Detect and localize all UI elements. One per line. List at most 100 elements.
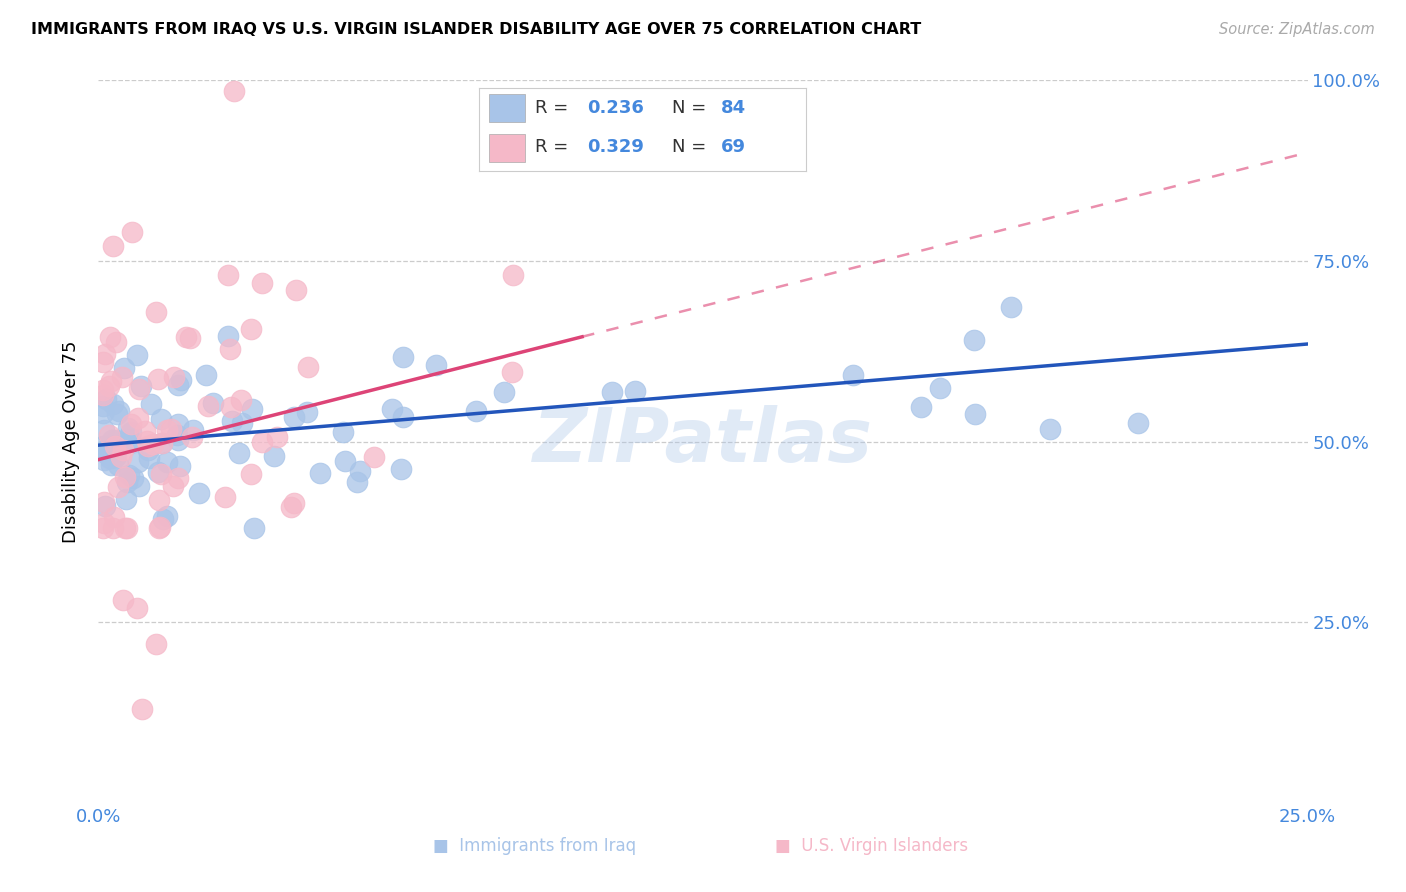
Point bbox=[928, 381, 950, 395]
Point bbox=[363, 450, 385, 464]
Point bbox=[141, 397, 163, 411]
Point bbox=[228, 446, 250, 460]
Point bbox=[98, 329, 121, 343]
Point bbox=[121, 225, 143, 239]
Point bbox=[107, 458, 129, 472]
Point bbox=[103, 440, 125, 454]
Point bbox=[169, 459, 191, 474]
Point bbox=[297, 404, 319, 418]
Point bbox=[167, 377, 190, 392]
Point bbox=[162, 370, 184, 384]
Point bbox=[93, 453, 115, 467]
Point bbox=[464, 404, 486, 418]
Point bbox=[222, 84, 245, 98]
Y-axis label: Disability Age Over 75: Disability Age Over 75 bbox=[62, 340, 80, 543]
Point bbox=[145, 637, 167, 651]
Point bbox=[108, 403, 131, 417]
Point bbox=[965, 407, 987, 421]
Point bbox=[101, 239, 124, 253]
Point bbox=[492, 385, 515, 400]
Point bbox=[392, 351, 415, 365]
Point bbox=[159, 422, 181, 436]
Point bbox=[115, 491, 138, 506]
Point bbox=[97, 428, 120, 442]
Point bbox=[131, 702, 153, 716]
Point bbox=[94, 499, 117, 513]
Point bbox=[231, 393, 253, 408]
Point bbox=[187, 486, 209, 500]
Point bbox=[98, 450, 121, 465]
Text: ■  Immigrants from Iraq: ■ Immigrants from Iraq bbox=[433, 837, 636, 855]
Point bbox=[217, 329, 239, 343]
Point bbox=[91, 521, 114, 535]
Point bbox=[101, 521, 124, 535]
Point bbox=[97, 378, 120, 392]
Point bbox=[111, 593, 134, 607]
Point bbox=[136, 434, 159, 449]
Point bbox=[120, 425, 142, 440]
Point bbox=[214, 490, 236, 504]
Point bbox=[240, 322, 263, 336]
Point bbox=[120, 417, 142, 431]
Point bbox=[624, 384, 647, 399]
Text: IMMIGRANTS FROM IRAQ VS U.S. VIRGIN ISLANDER DISABILITY AGE OVER 75 CORRELATION : IMMIGRANTS FROM IRAQ VS U.S. VIRGIN ISLA… bbox=[31, 22, 921, 37]
Point bbox=[114, 470, 136, 484]
Point bbox=[93, 347, 115, 361]
Point bbox=[166, 427, 188, 442]
Point bbox=[1128, 417, 1150, 431]
Point bbox=[155, 455, 177, 469]
Point bbox=[127, 600, 149, 615]
Point bbox=[170, 372, 193, 386]
Point bbox=[425, 358, 447, 372]
Point bbox=[283, 409, 305, 424]
Point bbox=[93, 423, 115, 437]
Point bbox=[152, 512, 174, 526]
Point bbox=[107, 407, 129, 421]
Point bbox=[389, 461, 412, 475]
Point bbox=[100, 374, 122, 388]
Point bbox=[194, 368, 217, 382]
Point bbox=[150, 412, 173, 426]
Point bbox=[114, 521, 136, 535]
Point bbox=[110, 450, 132, 464]
Point bbox=[105, 335, 128, 350]
Point bbox=[129, 379, 152, 393]
Point bbox=[112, 442, 135, 457]
Point bbox=[250, 276, 273, 290]
Point bbox=[114, 361, 136, 376]
Text: ZIPatlas: ZIPatlas bbox=[533, 405, 873, 478]
Point bbox=[138, 450, 160, 465]
Point bbox=[284, 283, 307, 297]
Point bbox=[111, 370, 134, 384]
Point bbox=[149, 467, 172, 481]
Point bbox=[156, 423, 179, 437]
Point bbox=[115, 475, 138, 489]
Point bbox=[105, 449, 128, 463]
Point bbox=[93, 495, 115, 509]
Point bbox=[127, 410, 149, 425]
Point bbox=[117, 521, 139, 535]
Point bbox=[149, 520, 172, 534]
Text: Source: ZipAtlas.com: Source: ZipAtlas.com bbox=[1219, 22, 1375, 37]
Point bbox=[100, 433, 122, 447]
Point bbox=[146, 372, 169, 386]
Point bbox=[250, 435, 273, 450]
Point bbox=[91, 383, 114, 397]
Point bbox=[240, 401, 263, 416]
Point bbox=[96, 392, 118, 406]
Text: ■  U.S. Virgin Islanders: ■ U.S. Virgin Islanders bbox=[775, 837, 969, 855]
Point bbox=[117, 467, 139, 482]
Point bbox=[167, 417, 190, 431]
Point bbox=[128, 383, 150, 397]
Point bbox=[181, 423, 204, 437]
Point bbox=[91, 399, 114, 413]
Point bbox=[179, 331, 201, 345]
Point bbox=[105, 438, 128, 452]
Point bbox=[240, 467, 263, 481]
Point bbox=[100, 458, 122, 472]
Point bbox=[391, 410, 413, 425]
Point bbox=[93, 516, 115, 530]
Point bbox=[127, 455, 149, 469]
Point bbox=[148, 493, 170, 508]
Point bbox=[146, 465, 169, 479]
